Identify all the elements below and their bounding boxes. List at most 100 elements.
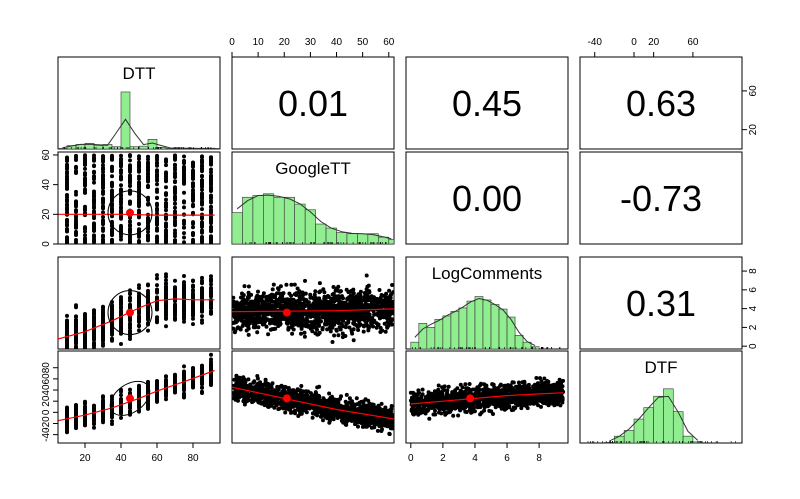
scatter-point (276, 321, 281, 326)
scatter-point (268, 321, 272, 326)
scatter-point (65, 339, 69, 344)
scatter-point (232, 295, 236, 300)
scatter-point (284, 320, 289, 325)
scatter-point (173, 189, 177, 194)
scatter-point (191, 291, 195, 296)
scatter-point (306, 301, 311, 306)
scatter-point (298, 321, 303, 326)
scatter-point (209, 229, 213, 234)
scatter-point (324, 322, 329, 327)
scatter-point (383, 299, 388, 304)
histogram-bar (442, 315, 452, 350)
correlation-GoogleTT-LogComments: 0.00 (452, 178, 522, 219)
scatter-point (128, 409, 132, 414)
scatter-point (146, 328, 150, 333)
scatter-point (173, 278, 177, 283)
scatter-point (155, 203, 159, 208)
scatter-point (173, 288, 177, 293)
scatter-point (340, 294, 344, 299)
scatter-point (331, 304, 336, 309)
scatter-point (74, 229, 78, 234)
scatter-point (278, 284, 283, 289)
histogram-bar (263, 193, 275, 245)
scatter-point (137, 298, 141, 303)
scatter-point (182, 315, 186, 320)
histogram-bar (426, 327, 436, 350)
scatter-point (128, 163, 132, 168)
scatter-point (268, 327, 273, 332)
scatter-point (316, 322, 321, 327)
scatter-point (137, 182, 141, 187)
scatter-point (345, 297, 350, 302)
scatter-point (137, 168, 141, 173)
scatter-point (348, 300, 353, 305)
scatter-point (137, 394, 141, 399)
scatter-point (300, 290, 305, 295)
scatter-point (137, 317, 141, 322)
scatter-point (272, 327, 276, 331)
scatter-point (348, 293, 353, 298)
scatter-point (182, 372, 186, 376)
scatter-point (119, 153, 123, 158)
scatter-point (164, 274, 168, 279)
scatter-point (146, 403, 150, 408)
scatter-point (146, 233, 150, 238)
scatter-point (83, 331, 87, 336)
scatter-point (128, 230, 132, 235)
scatter-point (182, 364, 186, 369)
scatter-point (137, 193, 141, 198)
scatter-point (119, 305, 123, 310)
scatter-point (74, 238, 78, 242)
scatter-point (297, 300, 302, 305)
scatter-point (128, 180, 132, 185)
scatter-point (101, 177, 105, 181)
scatter-point (83, 177, 87, 182)
scatter-point (200, 159, 204, 164)
scatter-point (238, 301, 243, 306)
scatter-point (182, 305, 186, 310)
scatter-point (209, 290, 213, 295)
scatter-point (164, 313, 168, 318)
scatter-point (182, 154, 186, 159)
scatter-point (262, 303, 267, 308)
scatter-point (92, 322, 96, 327)
scatter-point (173, 315, 177, 320)
scatter-point (101, 411, 105, 416)
scatter-point (232, 321, 235, 325)
scatter-point (191, 322, 195, 327)
histogram-bar (325, 227, 337, 245)
density-curve-DTF (609, 395, 699, 442)
scatter-point (351, 298, 356, 302)
scatter-point (155, 182, 159, 187)
scatter-point (191, 176, 195, 181)
scatter-point (83, 338, 87, 343)
scatter-point (92, 342, 96, 347)
scatter-point (253, 325, 258, 330)
scatter-point (191, 197, 195, 201)
scatter-point (101, 420, 105, 425)
scatter-point (321, 287, 326, 292)
scatter-point (173, 309, 177, 313)
scatter-point (200, 173, 204, 178)
scatter-point (200, 314, 204, 319)
scatter-point (255, 376, 260, 381)
scatter-point (388, 295, 393, 300)
scatter-point (110, 304, 114, 309)
scatter-point (347, 325, 352, 330)
scatter-point (83, 317, 87, 322)
scatter-point (146, 406, 150, 411)
scatter-point (65, 193, 69, 197)
scatter-point (155, 318, 159, 323)
scatter-point (346, 290, 351, 295)
scatter-point (101, 310, 105, 315)
scatter-point (328, 329, 333, 334)
scatter-point (191, 181, 195, 186)
variable-label-LogComments: LogComments (432, 264, 543, 283)
correlation-ellipse-DTT-LogComments (107, 290, 153, 336)
scatter-point (164, 292, 168, 297)
scatter-point (391, 290, 394, 295)
scatter-point (137, 301, 141, 306)
scatter-point (303, 291, 308, 296)
scatter-point (74, 345, 78, 349)
histogram-bar (346, 233, 358, 245)
